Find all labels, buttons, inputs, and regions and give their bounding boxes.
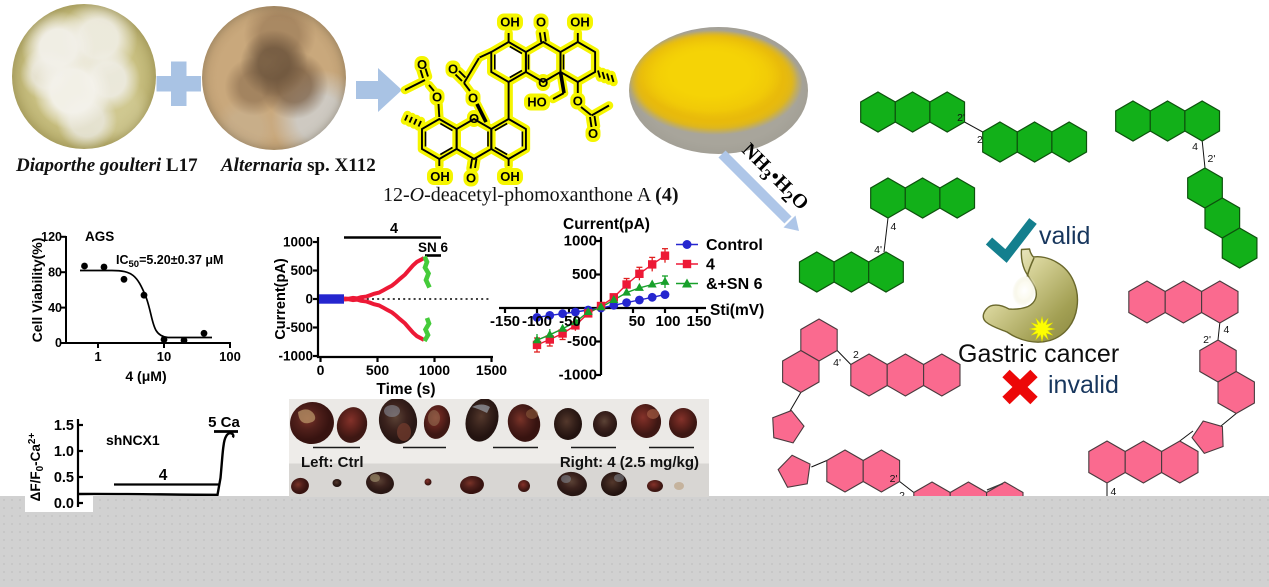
svg-text:OH: OH (500, 169, 520, 184)
svg-text:2: 2 (977, 134, 983, 146)
svg-text:Time (s): Time (s) (376, 381, 435, 398)
svg-text:100: 100 (655, 313, 680, 330)
svg-text:0.5: 0.5 (54, 470, 74, 486)
svg-text:O: O (466, 171, 476, 186)
svg-text:0: 0 (305, 292, 313, 307)
svg-text:Control: Control (706, 237, 763, 254)
svg-text:O: O (588, 126, 598, 141)
svg-text:2': 2' (957, 112, 965, 124)
svg-text:Current(pA): Current(pA) (273, 258, 289, 340)
svg-text:4: 4 (159, 467, 168, 484)
svg-text:1000: 1000 (419, 362, 450, 378)
svg-text:500: 500 (366, 362, 390, 378)
svg-text:O: O (573, 94, 583, 109)
svg-text:Current(pA): Current(pA) (563, 216, 650, 233)
svg-text:O: O (536, 15, 546, 30)
svg-text:SN 6: SN 6 (418, 240, 449, 255)
svg-text:OH: OH (430, 169, 450, 184)
svg-text:1: 1 (94, 349, 101, 364)
svg-text:1500: 1500 (476, 362, 507, 378)
svg-text:4: 4 (390, 221, 398, 237)
svg-text:4: 4 (1224, 324, 1230, 336)
svg-text:4 (μM): 4 (μM) (125, 368, 166, 384)
svg-text:O: O (468, 91, 478, 106)
svg-text:1000: 1000 (564, 233, 597, 250)
svg-text:40: 40 (48, 301, 62, 315)
svg-text:0.0: 0.0 (54, 496, 74, 512)
svg-text:-500: -500 (567, 333, 597, 350)
svg-text:-500: -500 (286, 320, 313, 335)
svg-text:-150: -150 (490, 313, 520, 330)
svg-text:-1000: -1000 (559, 367, 597, 384)
svg-text:2': 2' (1208, 153, 1216, 165)
svg-text:5 Ca: 5 Ca (208, 414, 240, 431)
svg-text:OH: OH (570, 15, 590, 30)
svg-text:O: O (469, 111, 479, 126)
svg-text:10: 10 (157, 349, 171, 364)
svg-text:&+SN 6: &+SN 6 (706, 276, 763, 293)
svg-text:shNCX1: shNCX1 (106, 432, 160, 448)
svg-text:4': 4' (874, 244, 882, 256)
svg-text:2: 2 (853, 349, 859, 361)
svg-text:4: 4 (891, 221, 897, 233)
svg-text:O: O (538, 75, 548, 90)
svg-text:O: O (417, 57, 427, 72)
svg-text:IC50=5.20±0.37 μM: IC50=5.20±0.37 μM (116, 253, 223, 270)
svg-text:-50: -50 (559, 313, 581, 330)
svg-text:1.0: 1.0 (54, 444, 74, 460)
svg-text:500: 500 (572, 266, 597, 283)
svg-text:Right: 4 (2.5 mg/kg): Right: 4 (2.5 mg/kg) (560, 454, 699, 471)
svg-text:-1000: -1000 (278, 349, 313, 364)
svg-text:100: 100 (219, 349, 241, 364)
svg-text:50: 50 (629, 313, 646, 330)
svg-text:4: 4 (1192, 141, 1198, 153)
svg-text:0: 0 (317, 362, 325, 378)
svg-text:-100: -100 (522, 313, 552, 330)
svg-text:120: 120 (41, 230, 62, 244)
svg-text:2': 2' (1203, 334, 1211, 346)
svg-text:1000: 1000 (283, 235, 313, 250)
svg-text:OH: OH (500, 15, 520, 30)
svg-text:2': 2' (890, 473, 898, 485)
svg-text:O: O (432, 90, 442, 105)
svg-text:80: 80 (48, 265, 62, 279)
svg-text:Cell Viability(%): Cell Viability(%) (29, 238, 45, 343)
svg-text:ΔF/F0-Ca2+: ΔF/F0-Ca2+ (27, 433, 46, 502)
svg-text:150: 150 (686, 313, 711, 330)
svg-text:AGS: AGS (85, 229, 114, 244)
svg-text:Sti(mV): Sti(mV) (710, 302, 764, 319)
svg-text:4': 4' (833, 357, 841, 369)
svg-text:HO: HO (527, 95, 547, 110)
svg-text:O: O (448, 62, 458, 77)
svg-text:Left: Ctrl: Left: Ctrl (301, 454, 364, 471)
svg-text:1.5: 1.5 (54, 418, 74, 434)
svg-text:0: 0 (55, 336, 62, 350)
svg-text:500: 500 (290, 263, 313, 278)
svg-text:4: 4 (1111, 486, 1117, 498)
svg-text:4: 4 (706, 257, 715, 274)
